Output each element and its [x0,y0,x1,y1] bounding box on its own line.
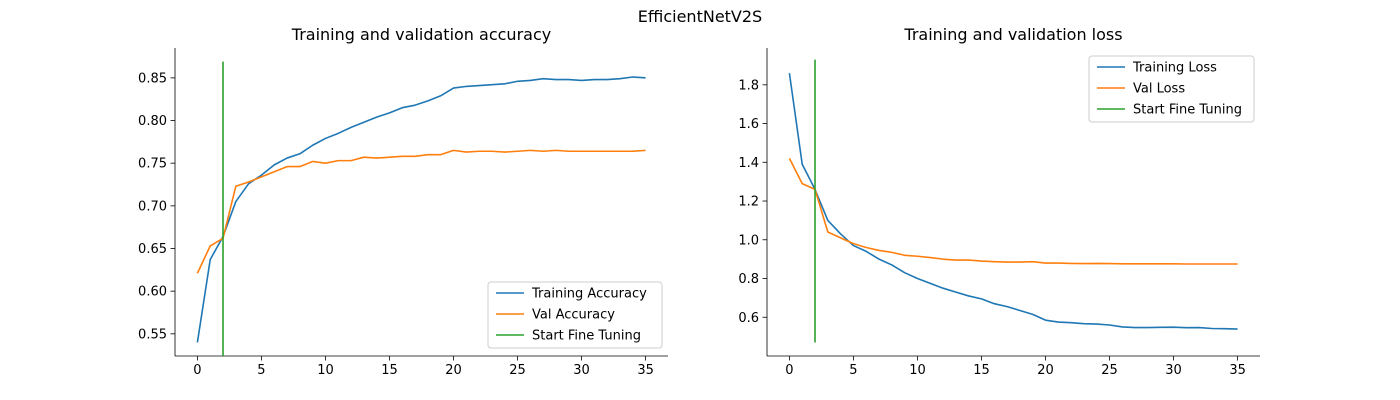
accuracy-legend: Training Accuracy Val Accuracy Start Fine … [487,281,663,349]
accuracy-series-line-training [196,76,646,343]
loss-legend: Training Loss Val Loss Start Fine Tuning [1088,55,1255,123]
loss-x-tick-label: 15 [973,363,990,378]
accuracy-y-tick-label: 0.75 [138,157,167,172]
accuracy-x-tick-label: 20 [445,363,462,378]
accuracy-y-tick-label: 0.70 [138,199,167,214]
loss-legend-box [1088,55,1255,123]
accuracy-legend-label: Start Fine Tuning [532,329,641,344]
accuracy-y-tick-label: 0.85 [138,71,167,86]
loss-x-tick-label: 20 [1037,363,1054,378]
accuracy-y-tick-label: 0.80 [138,114,167,129]
loss-chart: Training and validation loss 0 5 10 15 20 25 30… [738,25,1260,378]
accuracy-y-tick-label: 0.60 [138,285,167,300]
accuracy-x-tick-label: 0 [193,363,201,378]
loss-legend-label: Start Fine Tuning [1133,103,1242,118]
loss-series-line-validation [788,158,1238,265]
loss-series-line-training [788,73,1238,330]
loss-legend-label: Training Loss [1132,61,1217,76]
accuracy-legend-label: Val Accuracy [532,308,615,323]
accuracy-chart-title: Training and validation accuracy [291,25,551,44]
loss-legend-label: Val Loss [1133,82,1185,97]
loss-x-tick-label: 0 [785,363,793,378]
loss-y-tick-label: 1.8 [738,78,759,93]
loss-x-tick-label: 10 [909,363,926,378]
loss-x-tick-label: 25 [1101,363,1118,378]
accuracy-y-tick-label: 0.65 [138,242,167,257]
accuracy-x-tick-label: 35 [637,363,654,378]
accuracy-chart: Training and validation accuracy 0 5 10 15 20… [138,25,668,378]
loss-x-tick-label: 5 [849,363,857,378]
loss-y-tick-label: 0.6 [738,311,759,326]
accuracy-x-tick-label: 15 [381,363,398,378]
accuracy-y-tick-label: 0.55 [138,327,167,342]
accuracy-legend-box [487,281,663,349]
accuracy-x-tick-label: 25 [509,363,526,378]
accuracy-legend-label: Training Accuracy [531,287,647,302]
loss-x-tick-label: 30 [1165,363,1182,378]
accuracy-series-line-validation [196,149,646,274]
loss-y-tick-label: 1.0 [738,233,759,248]
loss-y-tick-label: 1.2 [738,195,759,210]
figure-title: EfficientNetV2S [638,7,762,26]
loss-y-tick-label: 1.4 [738,156,759,171]
loss-chart-title: Training and validation loss [903,25,1122,44]
accuracy-x-tick-label: 30 [573,363,590,378]
loss-y-tick-label: 1.6 [738,117,759,132]
accuracy-x-tick-label: 10 [317,363,334,378]
accuracy-x-tick-label: 5 [257,363,265,378]
loss-x-tick-label: 35 [1229,363,1246,378]
loss-y-tick-label: 0.8 [738,272,759,287]
